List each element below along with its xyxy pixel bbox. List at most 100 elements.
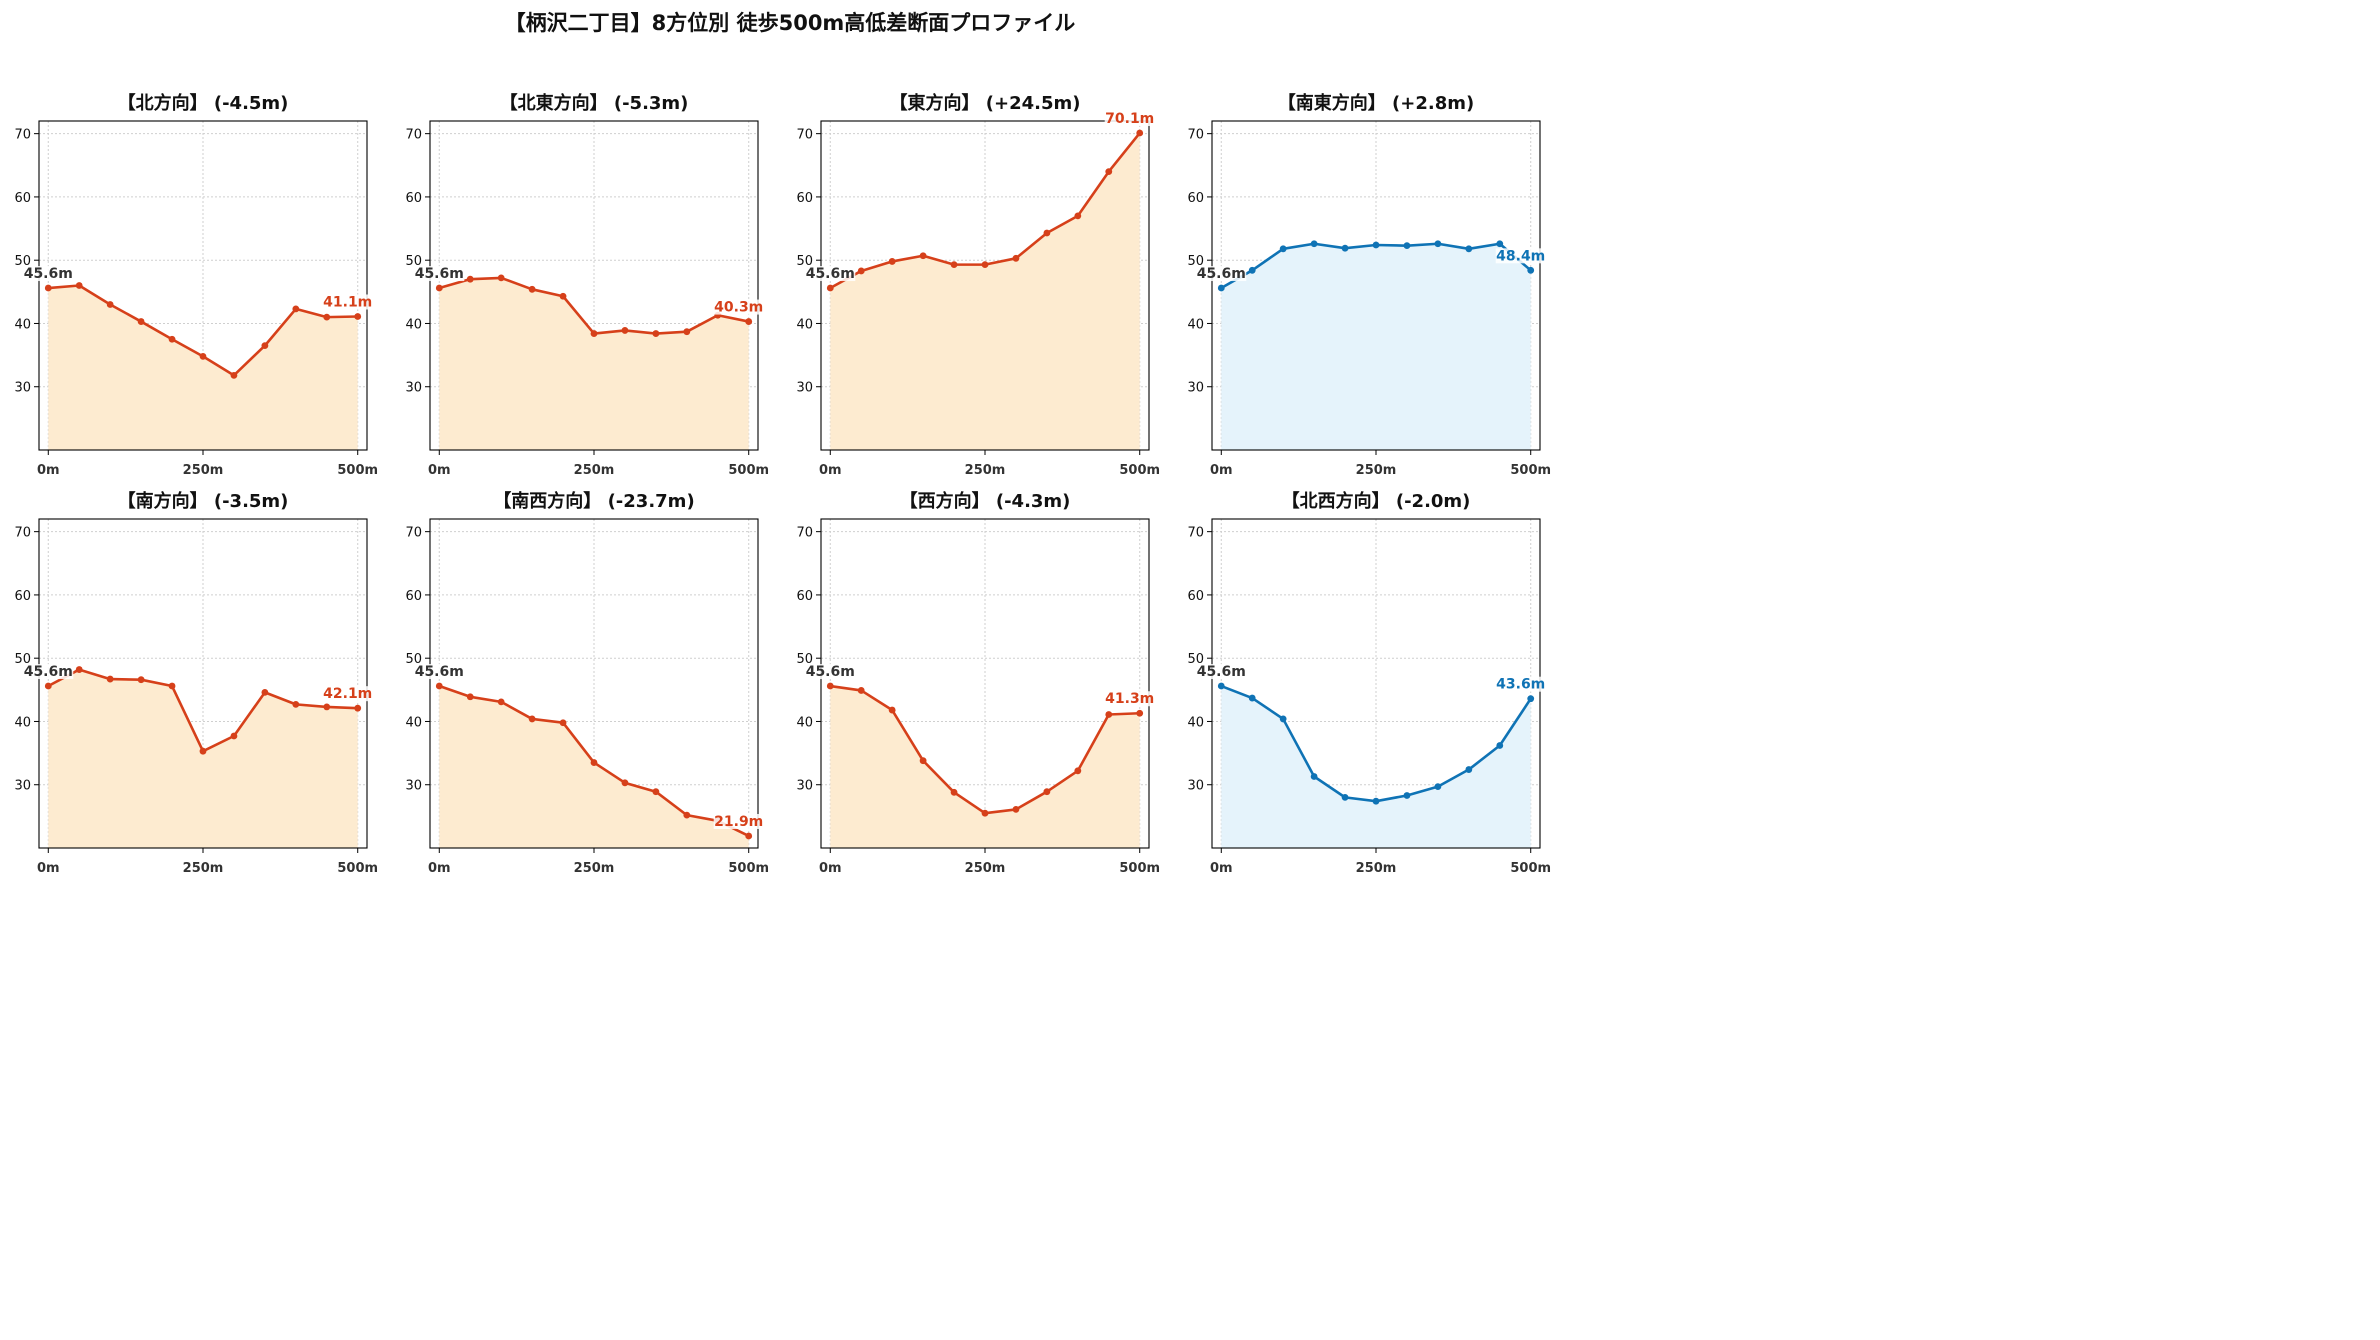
data-point xyxy=(1136,129,1144,137)
start-label-bg xyxy=(414,266,465,282)
x-tick-label: 0m xyxy=(37,463,60,478)
data-point xyxy=(683,328,691,336)
y-tick-label: 30 xyxy=(14,779,31,794)
area-fill xyxy=(439,277,749,450)
x-tick-label: 0m xyxy=(1210,861,1233,876)
data-point xyxy=(857,687,865,694)
y-tick-label: 50 xyxy=(1187,254,1204,269)
data-point xyxy=(1279,715,1287,723)
data-point xyxy=(559,719,567,727)
y-tick-label: 70 xyxy=(405,526,422,541)
start-label-bg xyxy=(414,664,465,680)
data-point xyxy=(950,261,958,269)
subplot-1: 【北東方向】 (-5.3m) 30 40 50 60 70 0m 250m 500m 45.6m 4… xyxy=(405,92,769,478)
y-tick-label: 60 xyxy=(14,191,31,206)
x-tick-label: 0m xyxy=(37,861,60,876)
subplot-2: 【東方向】 (+24.5m) 30 40 50 60 70 0m 250m 500m 45.6m 7… xyxy=(796,92,1160,478)
data-point xyxy=(1248,694,1256,702)
end-label-bg xyxy=(322,686,373,702)
data-point xyxy=(230,732,238,740)
data-point xyxy=(137,318,145,325)
data-point xyxy=(1496,240,1504,248)
data-point xyxy=(44,682,52,690)
end-elevation-label: 42.1m xyxy=(323,686,372,702)
start-label-bg xyxy=(805,664,856,680)
y-tick-label: 30 xyxy=(1187,381,1204,396)
subplot-title: 【北西方向】 (-2.0m) xyxy=(1282,490,1471,512)
area-fill xyxy=(439,686,749,848)
data-point xyxy=(1279,245,1287,253)
x-tick-label: 0m xyxy=(819,463,842,478)
x-tick-label: 250m xyxy=(574,463,615,478)
data-point xyxy=(919,252,927,260)
start-elevation-label: 45.6m xyxy=(415,664,464,680)
x-tick-label: 500m xyxy=(1510,463,1551,478)
data-point xyxy=(168,682,176,690)
start-label-bg xyxy=(805,266,856,282)
data-point xyxy=(261,342,269,350)
y-tick-label: 60 xyxy=(14,589,31,604)
start-elevation-label: 45.6m xyxy=(24,266,73,282)
end-label-bg xyxy=(322,294,373,310)
start-label-bg xyxy=(1196,664,1247,680)
y-tick-label: 70 xyxy=(14,128,31,143)
data-point xyxy=(199,747,207,755)
end-elevation-label: 70.1m xyxy=(1105,111,1154,127)
data-point xyxy=(292,305,300,313)
y-tick-label: 60 xyxy=(405,191,422,206)
y-tick-label: 40 xyxy=(796,715,813,730)
y-tick-label: 30 xyxy=(1187,779,1204,794)
data-point xyxy=(1074,767,1082,775)
data-point xyxy=(497,698,505,706)
x-tick-label: 0m xyxy=(428,463,451,478)
data-point xyxy=(75,666,83,673)
data-point xyxy=(435,284,443,292)
data-point xyxy=(590,330,598,337)
data-point xyxy=(857,267,865,275)
subplot-0: 【北方向】 (-4.5m) 30 40 50 60 70 0m 250m 500m 45.6m 41… xyxy=(14,92,378,478)
data-point xyxy=(1310,240,1318,248)
subplot-7: 【北西方向】 (-2.0m) 30 40 50 60 70 0m 250m 500m 45.6m 4… xyxy=(1187,490,1551,876)
data-point xyxy=(590,759,598,766)
start-elevation-label: 45.6m xyxy=(24,664,73,680)
y-tick-label: 60 xyxy=(1187,589,1204,604)
y-tick-label: 50 xyxy=(796,652,813,667)
x-tick-label: 500m xyxy=(337,463,378,478)
data-point xyxy=(1403,242,1411,250)
data-point xyxy=(1136,709,1144,717)
y-tick-label: 70 xyxy=(14,526,31,541)
data-point xyxy=(1341,244,1349,252)
x-tick-label: 500m xyxy=(1119,861,1160,876)
figure-title: 【柄沢二丁目】8方位別 徒歩500m高低差断面プロファイル xyxy=(505,11,1076,35)
data-point xyxy=(1403,792,1411,799)
end-label-bg xyxy=(713,813,764,829)
data-point xyxy=(466,693,474,701)
start-label-bg xyxy=(23,266,74,282)
y-tick-label: 40 xyxy=(405,715,422,730)
data-point xyxy=(1465,766,1473,773)
end-elevation-label: 48.4m xyxy=(1496,248,1545,264)
x-tick-label: 250m xyxy=(1356,463,1397,478)
data-point xyxy=(1012,254,1020,262)
data-point xyxy=(826,682,834,690)
data-point xyxy=(1043,229,1051,237)
y-tick-label: 70 xyxy=(796,128,813,143)
end-elevation-label: 41.3m xyxy=(1105,691,1154,707)
data-point xyxy=(559,292,567,300)
data-point xyxy=(1012,806,1020,813)
data-point xyxy=(323,703,331,711)
y-tick-label: 40 xyxy=(405,317,422,332)
data-point xyxy=(75,282,83,289)
area-fill xyxy=(48,669,358,848)
y-tick-label: 70 xyxy=(796,526,813,541)
start-elevation-label: 45.6m xyxy=(1197,266,1246,282)
subplot-3: 【南東方向】 (+2.8m) 30 40 50 60 70 0m 250m 500m 45.6m 4… xyxy=(1187,92,1551,478)
y-tick-label: 60 xyxy=(796,589,813,604)
end-label-bg xyxy=(1495,248,1546,264)
end-label-bg xyxy=(1104,691,1155,707)
start-elevation-label: 45.6m xyxy=(806,664,855,680)
data-point xyxy=(621,779,629,787)
start-elevation-label: 45.6m xyxy=(806,266,855,282)
data-point xyxy=(1496,742,1504,749)
x-tick-label: 500m xyxy=(728,861,769,876)
